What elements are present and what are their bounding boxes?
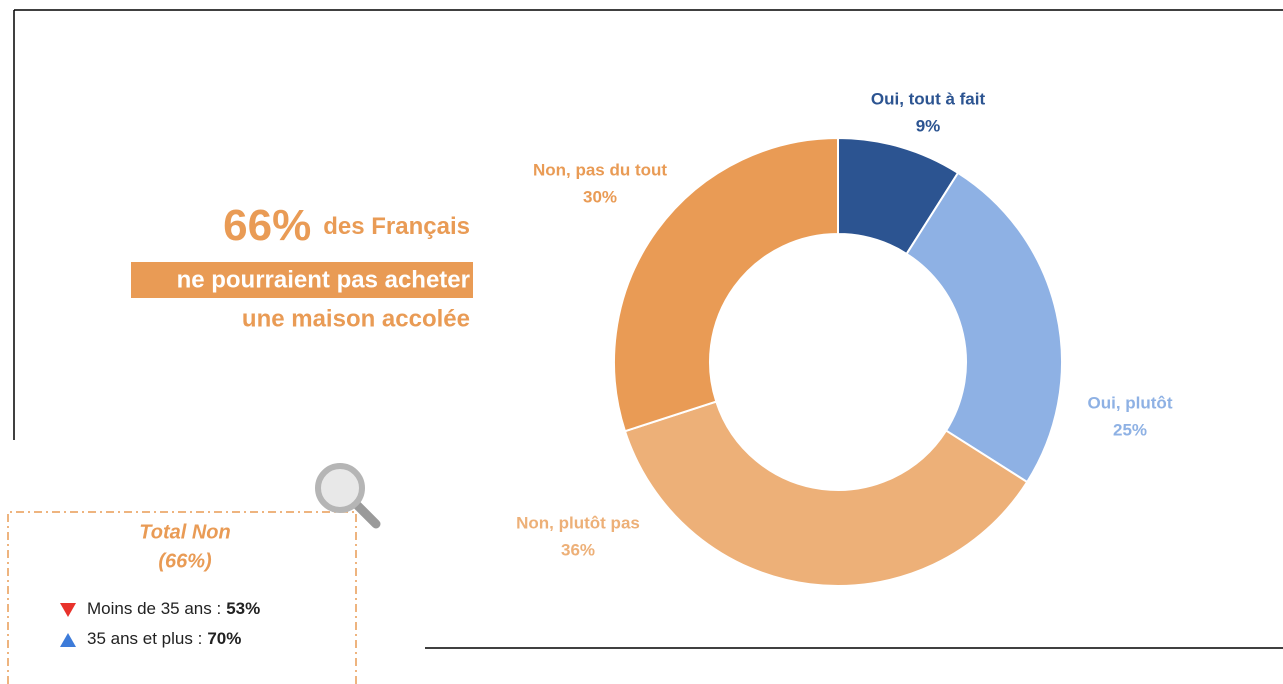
donut (613, 136, 1063, 587)
slice-value-label: 9% (916, 116, 941, 135)
callout-row-label: Moins de 35 ans : (87, 599, 221, 618)
slice-label: Non, plutôt pas (516, 513, 640, 532)
slice-label: Oui, plutôt (1088, 393, 1173, 412)
slice-label: Oui, tout à fait (871, 89, 986, 108)
slice-label: Non, pas du tout (533, 160, 667, 179)
callout-title: Total Non (139, 521, 230, 543)
slice-value-label: 25% (1113, 420, 1147, 439)
donut-slice (905, 171, 1063, 484)
donut-slice (623, 400, 1029, 587)
callout-row-label: 35 ans et plus : (87, 629, 202, 648)
callout-row-value: 53% (226, 599, 260, 618)
callout-row: 35 ans et plus : 70% (87, 629, 241, 648)
callout-subtitle: (66%) (158, 550, 212, 572)
slice-value-label: 30% (583, 187, 617, 206)
headline-text: des Français (323, 213, 470, 240)
headline: 66% des Français (223, 201, 470, 250)
trend-icon (60, 633, 76, 647)
trend-icon (60, 603, 76, 617)
donut-slice (613, 136, 839, 433)
headline-line: une maison accolée (242, 305, 470, 332)
highlight-band (131, 262, 473, 298)
magnifier-icon (315, 463, 381, 529)
slice-value-label: 36% (561, 540, 595, 559)
callout-box (7, 511, 357, 684)
headline-highlight: ne pourraient pas acheter (177, 266, 470, 293)
callout-row-value: 70% (207, 629, 241, 648)
headline-figure: 66% (223, 201, 311, 250)
callout-row: Moins de 35 ans : 53% (87, 599, 260, 618)
